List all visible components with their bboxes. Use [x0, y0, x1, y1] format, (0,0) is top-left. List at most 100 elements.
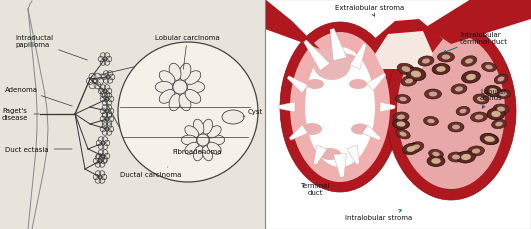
Ellipse shape: [459, 109, 466, 114]
Ellipse shape: [401, 67, 410, 73]
Ellipse shape: [408, 142, 424, 153]
Polygon shape: [367, 74, 386, 91]
Ellipse shape: [442, 55, 450, 60]
Ellipse shape: [302, 123, 322, 135]
Ellipse shape: [319, 148, 341, 160]
Ellipse shape: [187, 82, 205, 93]
Ellipse shape: [473, 95, 489, 105]
Ellipse shape: [448, 123, 464, 132]
Ellipse shape: [432, 152, 440, 157]
Ellipse shape: [499, 92, 507, 97]
Ellipse shape: [179, 64, 191, 81]
Ellipse shape: [181, 136, 196, 145]
Ellipse shape: [193, 146, 204, 161]
Circle shape: [197, 134, 209, 146]
Ellipse shape: [397, 115, 405, 120]
Text: Adenoma: Adenoma: [5, 87, 72, 107]
Ellipse shape: [461, 154, 471, 161]
Ellipse shape: [475, 115, 483, 120]
Ellipse shape: [495, 90, 510, 99]
Ellipse shape: [465, 59, 473, 64]
Polygon shape: [278, 103, 295, 112]
Ellipse shape: [498, 77, 504, 82]
Ellipse shape: [489, 89, 498, 95]
Ellipse shape: [448, 152, 464, 162]
Ellipse shape: [155, 82, 173, 93]
Ellipse shape: [452, 125, 460, 130]
Polygon shape: [380, 103, 395, 112]
Ellipse shape: [185, 71, 201, 85]
Ellipse shape: [470, 112, 487, 123]
Ellipse shape: [493, 104, 509, 114]
Ellipse shape: [480, 134, 498, 145]
Ellipse shape: [487, 109, 505, 120]
Ellipse shape: [306, 80, 324, 90]
Ellipse shape: [452, 155, 460, 160]
Text: Terminal
duct: Terminal duct: [300, 183, 330, 196]
Ellipse shape: [438, 53, 455, 63]
Ellipse shape: [456, 107, 470, 116]
Ellipse shape: [399, 132, 407, 137]
Ellipse shape: [467, 146, 484, 156]
Ellipse shape: [202, 146, 212, 161]
Ellipse shape: [483, 134, 499, 145]
Ellipse shape: [485, 65, 493, 70]
Ellipse shape: [495, 122, 503, 127]
Ellipse shape: [484, 136, 494, 142]
Ellipse shape: [487, 137, 495, 142]
Bar: [265, 0, 531, 229]
Ellipse shape: [305, 48, 375, 167]
Ellipse shape: [280, 23, 400, 192]
Ellipse shape: [455, 87, 463, 92]
Ellipse shape: [208, 143, 221, 155]
Ellipse shape: [169, 94, 181, 111]
Ellipse shape: [451, 85, 467, 95]
Ellipse shape: [427, 156, 445, 167]
Ellipse shape: [397, 64, 415, 76]
Text: Lobular carcinoma: Lobular carcinoma: [155, 35, 220, 70]
Ellipse shape: [393, 112, 409, 123]
Polygon shape: [289, 125, 308, 141]
Ellipse shape: [424, 90, 441, 100]
Ellipse shape: [436, 67, 446, 73]
Bar: [0, 0, 265, 229]
Text: Fibroadenoma: Fibroadenoma: [172, 148, 221, 154]
Ellipse shape: [313, 49, 351, 81]
Ellipse shape: [482, 63, 496, 72]
Ellipse shape: [406, 68, 426, 81]
Text: Lobular
acinus: Lobular acinus: [480, 88, 506, 109]
Ellipse shape: [185, 143, 199, 155]
Ellipse shape: [427, 119, 435, 124]
Polygon shape: [287, 76, 308, 94]
Ellipse shape: [402, 144, 419, 155]
Ellipse shape: [424, 117, 439, 126]
Ellipse shape: [159, 90, 175, 104]
Ellipse shape: [396, 95, 410, 104]
Ellipse shape: [185, 90, 201, 104]
Text: Intralobular stroma: Intralobular stroma: [345, 210, 412, 220]
Ellipse shape: [202, 120, 212, 135]
Ellipse shape: [432, 64, 450, 75]
Ellipse shape: [461, 57, 477, 67]
Ellipse shape: [466, 74, 476, 81]
Text: Duct ectasia: Duct ectasia: [5, 146, 72, 152]
Text: Paget's
disease: Paget's disease: [2, 108, 39, 121]
Ellipse shape: [185, 126, 199, 138]
Ellipse shape: [429, 150, 443, 159]
Ellipse shape: [401, 76, 417, 87]
Ellipse shape: [494, 75, 508, 85]
Ellipse shape: [340, 55, 356, 65]
Polygon shape: [304, 41, 330, 71]
Ellipse shape: [407, 146, 415, 152]
Ellipse shape: [422, 59, 430, 64]
Text: Ductal carcinoma: Ductal carcinoma: [120, 167, 182, 177]
Ellipse shape: [397, 34, 505, 189]
Ellipse shape: [412, 145, 420, 150]
Ellipse shape: [405, 79, 413, 84]
Ellipse shape: [461, 71, 481, 84]
Text: Extralobular stroma: Extralobular stroma: [335, 5, 404, 17]
Ellipse shape: [290, 33, 390, 182]
Ellipse shape: [396, 129, 410, 139]
Ellipse shape: [491, 111, 501, 118]
Ellipse shape: [418, 57, 434, 67]
